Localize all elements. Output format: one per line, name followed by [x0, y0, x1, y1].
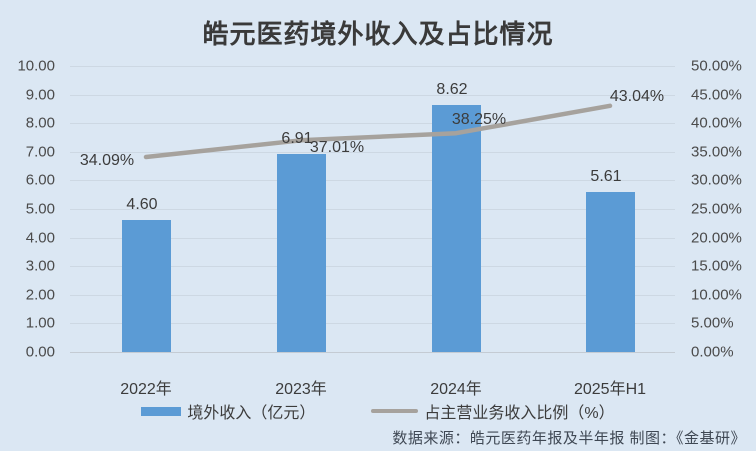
y-axis-tick-right: 25.00%	[691, 200, 742, 218]
legend: 境外收入（亿元） 占主营业务收入比例（%）	[0, 399, 756, 423]
line-point-label: 38.25%	[451, 111, 507, 129]
bar-value-label: 5.61	[590, 167, 622, 185]
y-axis-tick-left: 1.00	[25, 314, 55, 332]
y-axis-tick-left: 3.00	[25, 257, 55, 275]
bar-2023年	[276, 154, 326, 352]
line-series-swatch	[371, 409, 419, 413]
gridline	[70, 180, 675, 182]
y-axis-tick-right: 40.00%	[691, 114, 742, 132]
legend-label-line: 占主营业务收入比例（%）	[424, 405, 615, 422]
y-axis-tick-left: 6.00	[25, 171, 55, 189]
y-axis-tick-right: 15.00%	[691, 257, 742, 275]
y-axis-tick-right: 50.00%	[691, 57, 742, 75]
y-axis-tick-right: 35.00%	[691, 143, 742, 161]
legend-item-revenue-ratio: 占主营业务收入比例（%）	[371, 399, 615, 423]
y-axis-tick-right: 0.00%	[691, 343, 734, 361]
chart-title: 皓元医药境外收入及占比情况	[202, 19, 554, 49]
legend-item-overseas-revenue: 境外收入（亿元）	[141, 399, 315, 423]
x-axis-label: 2023年	[275, 381, 327, 398]
y-axis-tick-left: 8.00	[25, 114, 55, 132]
y-axis-tick-left: 0.00	[25, 343, 55, 361]
gridline	[70, 94, 675, 96]
y-axis-tick-right: 5.00%	[691, 314, 734, 332]
bar-2022年	[121, 220, 171, 352]
y-axis-tick-right: 20.00%	[691, 229, 742, 247]
gridline	[70, 294, 675, 296]
gridline	[70, 123, 675, 125]
line-point-label: 37.01%	[309, 139, 365, 157]
gridline	[70, 323, 675, 325]
line-point-label: 34.09%	[79, 152, 135, 169]
bar-2025年H1	[585, 191, 635, 352]
x-axis-label: 2024年	[430, 381, 482, 398]
data-source-note: 数据来源：皓元医药年报及半年报 制图：《金基研》	[392, 430, 746, 447]
line-point-label: 43.04%	[609, 87, 665, 105]
bar-2024年	[431, 105, 481, 352]
bar-value-label: 6.91	[281, 130, 313, 148]
gridline	[70, 66, 675, 67]
y-axis-tick-left: 9.00	[25, 86, 55, 104]
gridline	[70, 151, 675, 153]
bar-series-swatch	[141, 406, 182, 416]
y-axis-tick-right: 45.00%	[691, 86, 742, 104]
y-axis-tick-left: 10.00	[17, 57, 55, 75]
gridline	[70, 352, 675, 353]
bar-value-label: 8.62	[436, 81, 468, 99]
y-axis-tick-left: 4.00	[25, 229, 55, 247]
gridline	[70, 209, 675, 210]
y-axis-tick-left: 7.00	[25, 143, 55, 161]
x-axis-label: 2022年	[120, 381, 172, 398]
x-axis-label: 2025年H1	[573, 381, 647, 398]
legend-label-bar: 境外收入（亿元）	[187, 405, 316, 422]
gridline	[70, 266, 675, 268]
gridline	[70, 237, 675, 239]
trend-line	[143, 103, 613, 160]
y-axis-tick-right: 10.00%	[691, 286, 742, 304]
y-axis-tick-left: 2.00	[25, 286, 55, 304]
y-axis-tick-right: 30.00%	[691, 171, 742, 189]
bar-value-label: 4.60	[126, 196, 158, 214]
y-axis-tick-left: 5.00	[25, 200, 55, 218]
